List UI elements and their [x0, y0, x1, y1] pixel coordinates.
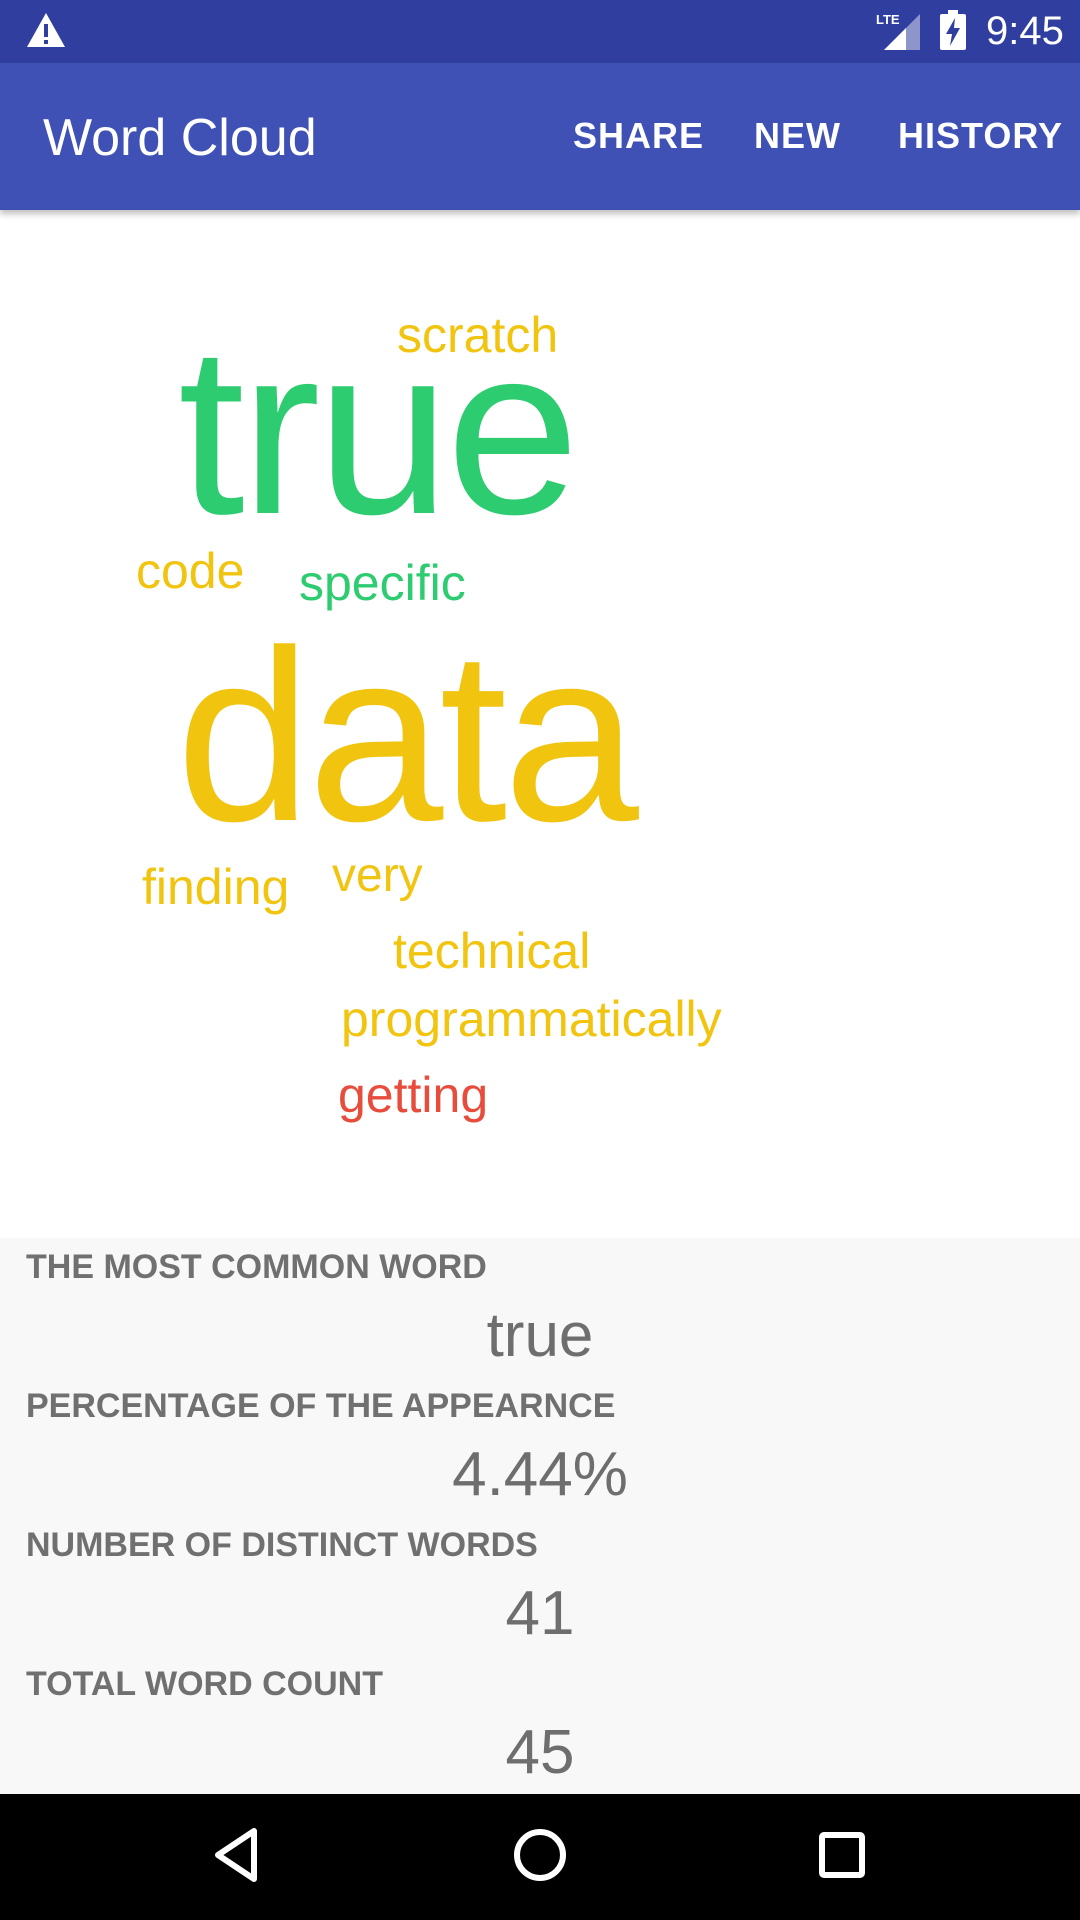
back-icon[interactable]: [212, 1827, 260, 1888]
cloud-word-true: true: [178, 296, 580, 564]
total-word-count-label: TOTAL WORD COUNT: [26, 1665, 383, 1703]
cloud-word-scratch: scratch: [397, 307, 559, 363]
status-bar: LTE 9:45: [0, 0, 1080, 63]
lte-signal-icon: LTE: [874, 12, 922, 57]
most-common-word-label: THE MOST COMMON WORD: [26, 1248, 487, 1286]
word-cloud: scratch true code specific data finding …: [0, 210, 1080, 1238]
distinct-words-value: 41: [505, 1579, 575, 1648]
stats-panel: THE MOST COMMON WORD true PERCENTAGE OF …: [0, 1238, 1080, 1794]
app-bar: Word Cloud SHARE NEW HISTORY: [0, 63, 1080, 210]
app-title: Word Cloud: [43, 109, 317, 167]
battery-charging-icon: [940, 10, 966, 55]
distinct-words-label: NUMBER OF DISTINCT WORDS: [26, 1526, 538, 1564]
cloud-word-finding: finding: [142, 859, 290, 915]
cloud-word-code: code: [136, 543, 245, 599]
status-time: 9:45: [986, 9, 1064, 53]
percentage-label: PERCENTAGE OF THE APPEARNCE: [26, 1387, 616, 1425]
share-button[interactable]: SHARE: [573, 115, 705, 156]
cloud-word-data: data: [176, 599, 639, 872]
percentage-value: 4.44%: [452, 1440, 628, 1509]
cloud-word-very: very: [332, 849, 423, 902]
history-button[interactable]: HISTORY: [898, 115, 1064, 156]
recents-icon[interactable]: [818, 1827, 866, 1888]
cloud-word-specific: specific: [299, 555, 466, 611]
navigation-bar: [0, 1794, 1080, 1920]
cloud-word-technical: technical: [393, 923, 591, 979]
network-type-label: LTE: [876, 12, 900, 27]
cloud-word-programmatically: programmatically: [341, 991, 722, 1047]
home-icon[interactable]: [512, 1827, 568, 1888]
total-word-count-value: 45: [505, 1718, 575, 1787]
new-button[interactable]: NEW: [754, 115, 841, 156]
cloud-word-getting: getting: [338, 1067, 489, 1123]
warning-icon: [26, 12, 66, 53]
most-common-word-value: true: [486, 1301, 594, 1370]
